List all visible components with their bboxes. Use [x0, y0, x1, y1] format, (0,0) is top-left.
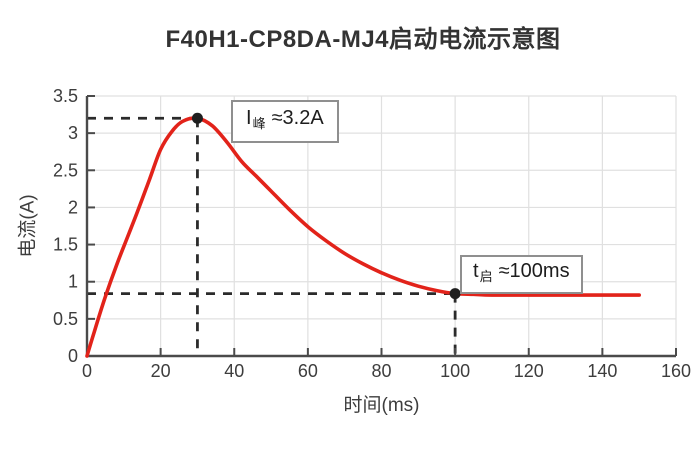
x-tick-label: 80 [371, 361, 391, 381]
chart-title: F40H1-CP8DA-MJ4启动电流示意图 [165, 26, 561, 53]
x-tick-label: 60 [298, 361, 318, 381]
y-tick-label: 2.5 [53, 160, 78, 180]
settle-time-annotation: t启 ≈100ms [460, 255, 583, 294]
peak-annotation: I峰 ≈3.2A [231, 100, 339, 143]
y-tick-label: 1 [68, 272, 78, 292]
x-tick-label: 160 [661, 361, 691, 381]
x-tick-label: 20 [151, 361, 171, 381]
x-tick-label: 40 [224, 361, 244, 381]
y-tick-label: 0 [68, 346, 78, 366]
settle-marker [449, 288, 461, 300]
x-tick-label: 100 [440, 361, 470, 381]
y-tick-label: 3.5 [53, 86, 78, 106]
peak-marker [191, 112, 203, 124]
y-tick-label: 2 [68, 197, 78, 217]
peak-annotation-value: ≈3.2A [271, 107, 324, 129]
settle-annotation-value: ≈100ms [498, 260, 570, 282]
y-tick-label: 1.5 [53, 235, 78, 255]
settle-annotation-subscript: 启 [479, 269, 493, 284]
y-tick-label: 3 [68, 123, 78, 143]
settle-annotation-symbol: t [473, 260, 479, 282]
x-tick-label: 120 [514, 361, 544, 381]
current-curve [85, 116, 641, 358]
x-tick-label: 0 [82, 361, 92, 381]
y-tick-label: 0.5 [53, 309, 78, 329]
x-tick-label: 140 [587, 361, 617, 381]
x-axis-title: 时间(ms) [343, 395, 420, 416]
y-axis-title: 电流(A) [17, 194, 39, 258]
peak-annotation-symbol: I [246, 107, 252, 129]
peak-annotation-subscript: 峰 [252, 116, 266, 131]
